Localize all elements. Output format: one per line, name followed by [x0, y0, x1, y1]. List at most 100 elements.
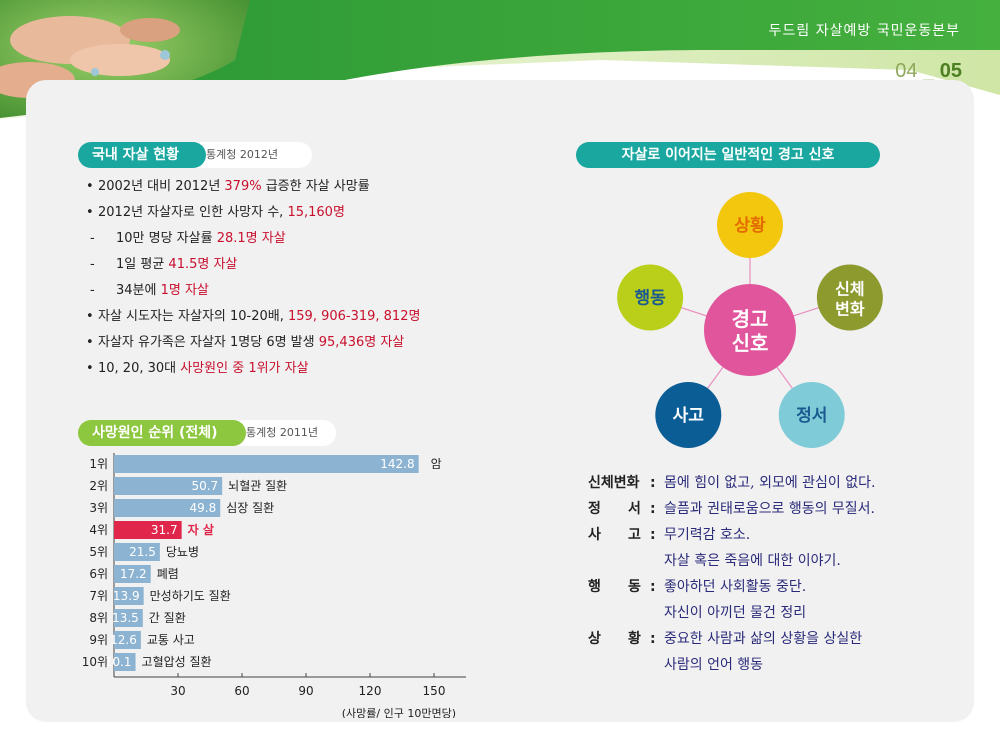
rank-label: 4위 [89, 523, 108, 537]
bar [114, 499, 221, 517]
cause-label: 만성하기도 질환 [150, 589, 231, 603]
section1-source: 통계청 2012년 [196, 142, 312, 168]
sign-description: 무기력감 호소. [664, 527, 751, 543]
bar [114, 543, 160, 561]
x-tick-label: 30 [170, 684, 185, 698]
sign-description: 자살 혹은 죽음에 대한 이야기. [664, 553, 841, 569]
rank-label: 1위 [89, 457, 108, 471]
rank-label: 9위 [89, 633, 108, 647]
bullet: • [86, 205, 94, 220]
bullet: • [86, 179, 94, 194]
section2-source: 통계청 2011년 [236, 420, 336, 446]
cause-label: 고혈압성 질환 [142, 655, 212, 669]
cause-label: 당뇨병 [166, 545, 199, 559]
sign-node [816, 264, 883, 331]
dash: - [90, 257, 95, 272]
stat-subitem: -10만 명당 자살률 28.1명 자살 [90, 229, 420, 255]
section1-title: 국내 자살 현황 [78, 142, 206, 168]
stat-subitem: -1일 평균 41.5명 자살 [90, 255, 420, 281]
cause-label: 교통 사고 [147, 633, 195, 647]
value-label: 12.6 [110, 633, 137, 647]
sign-description: 몸에 힘이 없고, 외모에 관심이 없다. [664, 475, 876, 491]
page-number-current: 05 [939, 60, 962, 82]
org-name: 두드림 자살예방 국민운동본부 [768, 23, 960, 39]
sign-colon: : [650, 527, 656, 543]
sign-description: 슬픔과 권태로움으로 행동의 무질서. [664, 501, 875, 517]
sign-node-label: 변화 [835, 300, 865, 319]
death-cause-chart: 1위 142.8 암 2위 50.7 뇌혈관 질환 3위 49.8 심장 질환 4위 31.7 자 살… [82, 453, 466, 718]
sign-node-label: 행동 [634, 289, 666, 309]
stat-item: • 자살 시도자는 자살자의 10-20배, 159, 906-319, 812명 [86, 307, 420, 333]
bar [114, 565, 151, 583]
x-tick-label: 120 [359, 684, 382, 698]
cause-label: 간 질환 [149, 611, 186, 625]
center-label: 신호 [732, 331, 769, 355]
x-axis-label: (사망률/ 인구 10만면당) [342, 707, 456, 718]
page-number-prefix: 04 _ [895, 60, 940, 82]
cause-label: 자 살 [188, 522, 214, 537]
sign-colon: : [650, 475, 656, 491]
rank-label: 3위 [89, 501, 108, 515]
dash: - [90, 283, 95, 298]
rank-label: 10위 [82, 655, 108, 669]
sign-description: 중요한 사람과 삶의 상황을 상실한 [664, 631, 863, 647]
sign-node [717, 192, 783, 258]
rank-label: 8위 [89, 611, 108, 625]
center-node [704, 284, 796, 376]
header-banner [0, 0, 1000, 120]
hands-photo [0, 0, 250, 120]
sign-node-label: 신체 [835, 280, 864, 299]
sign-node [655, 381, 722, 448]
bar [114, 609, 143, 627]
rank-label: 2위 [89, 479, 108, 493]
section3-title: 자살로 이어지는 일반적인 경고 신호 [576, 142, 880, 168]
value-label: 17.2 [120, 567, 147, 581]
value-label: 21.5 [129, 545, 156, 559]
bullet: • [86, 361, 94, 376]
stat-item: • 2012년 자살자로 인한 사망자 수, 15,160명 [86, 203, 420, 229]
value-label: 31.7 [151, 523, 178, 537]
bar [114, 631, 141, 649]
bar [114, 521, 182, 539]
rank-label: 5위 [89, 545, 108, 559]
stat-item: • 10, 20, 30대 사망원인 중 1위가 자살 [86, 359, 420, 385]
value-label: 13.5 [112, 611, 139, 625]
sign-colon: : [650, 501, 656, 517]
bar [114, 587, 144, 605]
sign-node [617, 264, 684, 331]
sign-colon: : [650, 631, 656, 647]
stat-item: • 2002년 대비 2012년 379% 급증한 자살 사망률 [86, 177, 420, 203]
sign-description: 사람의 언어 행동 [664, 657, 764, 673]
sign-description: 자신이 아끼던 물건 정리 [664, 605, 807, 621]
page-number: 04 _ 05 [895, 60, 962, 83]
cause-label: 심장 질환 [226, 501, 274, 515]
sign-node-label: 상황 [734, 216, 766, 236]
bar [114, 455, 419, 473]
rank-label: 7위 [89, 589, 108, 603]
sign-node-label: 사고 [673, 406, 705, 426]
cause-label: 폐렴 [157, 567, 179, 581]
sign-label: 신체변화 [588, 475, 640, 491]
sign-description: 좋아하던 사회활동 중단. [664, 579, 807, 595]
sign-colon: : [650, 579, 656, 595]
stat-item: • 자살자 유가족은 자살자 1명당 6명 발생 95,436명 자살 [86, 333, 420, 359]
stat-subitem: -34분에 1명 자살 [90, 281, 420, 307]
section2-title: 사망원인 순위 (전체) [78, 420, 246, 446]
rank-label: 6위 [89, 567, 108, 581]
cause-label: 뇌혈관 질환 [228, 479, 287, 493]
bullet: • [86, 309, 94, 324]
cause-label: 암 [431, 457, 442, 471]
sign-node [778, 381, 845, 448]
x-tick-label: 60 [234, 684, 249, 698]
sign-node-label: 정서 [796, 406, 827, 426]
x-tick-label: 150 [423, 684, 446, 698]
bullet: • [86, 335, 94, 350]
value-label: 10.1 [105, 655, 132, 669]
bar [114, 653, 136, 671]
dash: - [90, 231, 95, 246]
value-label: 50.7 [191, 479, 218, 493]
x-tick-label: 90 [298, 684, 313, 698]
value-label: 142.8 [380, 457, 414, 471]
